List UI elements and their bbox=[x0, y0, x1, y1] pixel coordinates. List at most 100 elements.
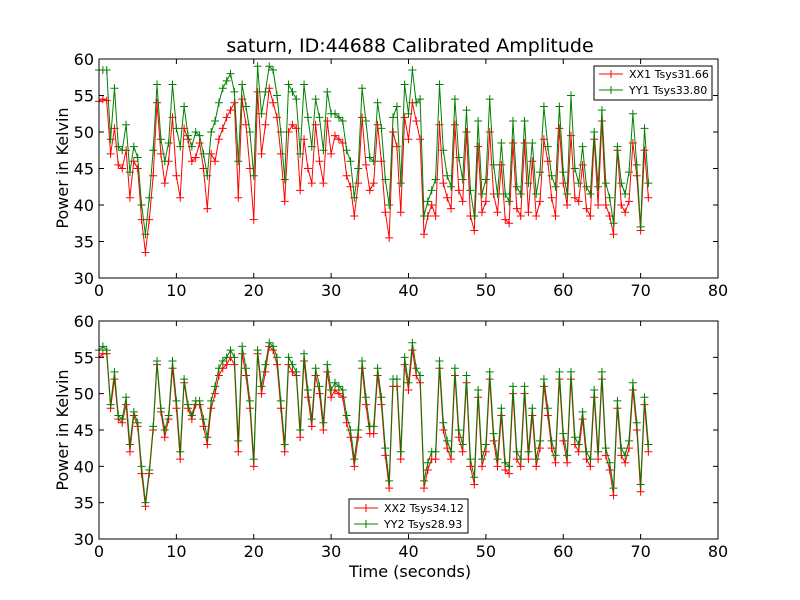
bottom-series-1-point bbox=[207, 396, 216, 405]
top-series-0-point bbox=[416, 135, 425, 144]
top-y-tick-label: 60 bbox=[74, 50, 94, 69]
bottom-series-1-point bbox=[625, 436, 634, 445]
top-series-1-point bbox=[373, 98, 382, 107]
top-series-1-point bbox=[110, 84, 119, 93]
bottom-series-1-point bbox=[114, 411, 123, 420]
top-series-1-point bbox=[365, 153, 374, 162]
top-series-0-point bbox=[280, 197, 289, 206]
top-plot-y-axis-label: Power in Kelvin bbox=[53, 107, 72, 228]
bottom-series-1-point bbox=[226, 346, 235, 355]
bottom-series-1-point bbox=[621, 451, 630, 460]
bottom-series-0-point bbox=[644, 447, 653, 456]
bottom-series-1-point bbox=[539, 375, 548, 384]
top-series-0-point bbox=[532, 211, 541, 220]
top-series-1-point bbox=[180, 102, 189, 111]
top-legend-label-xx1: XX1 Tsys31.66 bbox=[629, 68, 709, 81]
bottom-series-0-point bbox=[319, 426, 328, 434]
bottom-series-0-point bbox=[532, 462, 541, 471]
bottom-series-1-point bbox=[183, 400, 192, 409]
top-series-0-point bbox=[559, 179, 568, 188]
top-series-1-point bbox=[141, 230, 150, 239]
top-series-0-point bbox=[327, 149, 336, 158]
top-series-1-point bbox=[566, 91, 575, 100]
top-series-0-point bbox=[265, 84, 274, 93]
bottom-series-1-point bbox=[454, 426, 463, 434]
top-series-1-point bbox=[505, 197, 514, 206]
chart-title: saturn, ID:44688 Calibrated Amplitude bbox=[226, 35, 593, 57]
bottom-y-tick-label: 35 bbox=[74, 494, 94, 513]
top-series-0-point bbox=[566, 131, 575, 140]
bottom-series-0-point bbox=[211, 389, 220, 398]
top-series-0-point bbox=[187, 157, 196, 166]
bottom-series-1-point bbox=[350, 455, 359, 464]
bottom-series-0-point bbox=[303, 393, 312, 402]
top-x-tick-label: 60 bbox=[553, 281, 573, 300]
bottom-y-tick-label: 30 bbox=[74, 530, 94, 549]
bottom-series-1-point bbox=[145, 465, 154, 474]
top-series-1-point bbox=[621, 190, 630, 199]
bottom-series-1-point bbox=[609, 484, 618, 493]
top-series-1-point bbox=[443, 171, 452, 180]
top-series-1-point bbox=[512, 182, 521, 191]
bottom-series-1-point bbox=[300, 349, 309, 358]
bottom-series-1-point bbox=[559, 429, 568, 438]
top-series-0-point bbox=[307, 179, 316, 188]
bottom-series-1-point bbox=[447, 447, 456, 456]
top-series-1-point bbox=[416, 95, 425, 104]
bottom-series-1-point bbox=[485, 367, 494, 376]
top-series-0-point bbox=[369, 179, 378, 188]
top-series-1-point bbox=[168, 80, 177, 89]
top-series-1-point bbox=[187, 142, 196, 151]
top-series-1-point bbox=[543, 142, 552, 151]
bottom-series-1-point bbox=[153, 356, 162, 365]
top-series-1-point bbox=[478, 190, 487, 199]
top-series-0-point bbox=[625, 197, 634, 206]
top-series-0-point bbox=[315, 157, 324, 166]
bottom-series-0-point bbox=[214, 371, 223, 380]
top-series-1-point bbox=[342, 146, 351, 155]
bottom-series-1-point bbox=[412, 364, 421, 373]
top-series-0-point bbox=[269, 98, 278, 107]
bottom-series-0-point bbox=[242, 371, 251, 380]
top-series-0-point bbox=[431, 211, 440, 220]
bottom-series-0-point bbox=[296, 433, 305, 442]
bottom-series-0-point bbox=[621, 458, 630, 467]
bottom-series-0-point bbox=[249, 462, 258, 471]
top-y-tick-label: 35 bbox=[74, 233, 94, 252]
bottom-series-1-point bbox=[497, 404, 506, 413]
top-series-0-point bbox=[133, 164, 142, 173]
bottom-series-0-point bbox=[342, 418, 351, 427]
top-series-1-point bbox=[520, 117, 529, 126]
top-series-1-point bbox=[303, 113, 312, 122]
bottom-series-1-point bbox=[327, 386, 336, 395]
bottom-series-0-point bbox=[125, 447, 134, 456]
bottom-series-1-point bbox=[528, 404, 537, 413]
top-series-0-point bbox=[354, 179, 363, 188]
top-series-0-point bbox=[582, 204, 591, 213]
bottom-x-tick-label: 50 bbox=[476, 542, 496, 561]
top-series-0-point bbox=[296, 186, 305, 195]
bottom-legend-marker-xx2 bbox=[362, 504, 370, 512]
top-series-1-point bbox=[276, 128, 285, 136]
bottom-plot-x-ticks: 0 10 20 30 40 50 60 70 80 bbox=[94, 321, 728, 561]
bottom-series-0-point bbox=[563, 458, 572, 467]
top-series-1-point bbox=[605, 193, 614, 202]
top-series-0-point bbox=[454, 186, 463, 195]
bottom-series-1-point bbox=[601, 444, 610, 453]
top-series-1-point bbox=[396, 179, 405, 188]
bottom-series-1-point bbox=[450, 364, 459, 373]
top-series-1-point bbox=[311, 95, 320, 104]
top-series-1-point bbox=[199, 149, 208, 158]
top-series-0-point bbox=[303, 164, 312, 173]
bottom-series-0-point bbox=[385, 484, 394, 493]
bottom-series-0-point bbox=[447, 455, 456, 464]
top-series-1-point bbox=[389, 113, 398, 122]
bottom-series-0-point bbox=[222, 360, 231, 369]
bottom-series-1-point bbox=[137, 462, 146, 471]
top-series-1-point bbox=[400, 80, 409, 89]
top-series-1-point bbox=[636, 222, 645, 231]
bottom-series-1-point bbox=[431, 447, 440, 456]
top-series-1-point bbox=[559, 168, 568, 177]
top-series-1-point bbox=[632, 160, 641, 169]
top-series-0-point bbox=[261, 120, 270, 129]
